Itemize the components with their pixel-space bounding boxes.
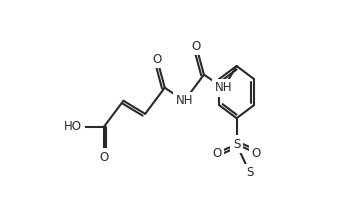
Text: NH: NH bbox=[215, 81, 232, 94]
Text: O: O bbox=[99, 151, 108, 164]
Text: O: O bbox=[212, 147, 222, 159]
Text: NH: NH bbox=[176, 94, 193, 107]
Text: O: O bbox=[252, 147, 261, 159]
Text: S: S bbox=[246, 166, 253, 179]
Text: HO: HO bbox=[64, 120, 82, 133]
Text: O: O bbox=[153, 53, 162, 66]
Text: O: O bbox=[192, 40, 201, 53]
Text: S: S bbox=[233, 138, 240, 151]
